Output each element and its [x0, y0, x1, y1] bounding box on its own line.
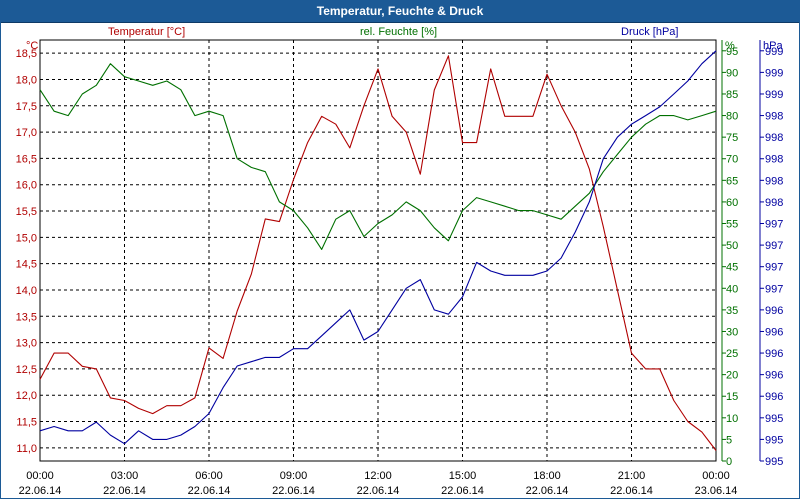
pressure-tick-label: 998: [765, 197, 783, 209]
axis-labels: °C Temperatur [°C] rel. Feuchte [%] Druc…: [26, 26, 783, 52]
humidity-tick-label: 85: [726, 89, 738, 101]
temperature-tick-label: 12,0: [16, 390, 37, 402]
temperature-tick-label: 15,5: [16, 206, 37, 218]
pressure-tick-label: 995: [765, 456, 783, 468]
humidity-tick-label: 10: [726, 413, 738, 425]
pressure-tick-label: 996: [765, 326, 783, 338]
x-tick-time: 21:00: [618, 470, 646, 482]
temperature-tick-label: 13,0: [16, 338, 37, 350]
temperature-series-line: [39, 55, 717, 451]
pressure-tick-label: 997: [765, 262, 783, 274]
pressure-tick-label: 997: [765, 283, 783, 295]
pressure-ticks: 995 995 995 996 996 996 996 996 997 997 997 997 998 9…: [760, 46, 783, 468]
pressure-tick-label: 998: [765, 132, 783, 144]
x-tick-date: 22.06.14: [441, 485, 484, 497]
pressure-tick-label: 998: [765, 111, 783, 123]
temperature-tick-label: 16,0: [16, 180, 37, 192]
humidity-unit: %: [725, 40, 735, 52]
humidity-axis-label: rel. Feuchte [%]: [360, 26, 437, 38]
humidity-tick-label: 50: [726, 240, 738, 252]
pressure-tick-label: 995: [765, 434, 783, 446]
temperature-tick-label: 11,5: [16, 417, 37, 429]
x-axis-ticks: 00:00 22.06.14 03:00 22.06.14 06:00 22.06.14 0…: [19, 470, 738, 497]
temperature-tick-label: 16,5: [16, 153, 37, 165]
x-tick-time: 09:00: [280, 470, 308, 482]
humidity-tick-label: 35: [726, 305, 738, 317]
pressure-tick-label: 999: [765, 46, 783, 58]
plot-border: [39, 39, 717, 462]
humidity-tick-label: 0: [726, 456, 732, 468]
pressure-tick-label: 996: [765, 370, 783, 382]
x-tick-date: 22.06.14: [526, 485, 569, 497]
x-tick-date: 22.06.14: [188, 485, 231, 497]
humidity-tick-label: 60: [726, 197, 738, 209]
humidity-tick-label: 55: [726, 219, 738, 231]
temperature-tick-label: 14,5: [16, 259, 37, 271]
grid: [40, 40, 716, 461]
x-tick-date: 22.06.14: [610, 485, 653, 497]
humidity-tick-label: 40: [726, 283, 738, 295]
humidity-tick-label: 45: [726, 262, 738, 274]
humidity-tick-label: 30: [726, 326, 738, 338]
title-bar: Temperatur, Feuchte & Druck: [0, 0, 800, 23]
pressure-tick-label: 996: [765, 305, 783, 317]
humidity-tick-label: 80: [726, 111, 738, 123]
humidity-tick-label: 20: [726, 370, 738, 382]
x-tick-time: 15:00: [449, 470, 477, 482]
pressure-unit: hPa: [763, 40, 783, 52]
humidity-tick-label: 95: [726, 46, 738, 58]
x-tick-date: 22.06.14: [103, 485, 146, 497]
humidity-tick-label: 70: [726, 154, 738, 166]
x-tick-time: 12:00: [364, 470, 392, 482]
pressure-axis-label: Druck [hPa]: [621, 26, 678, 38]
x-tick-time: 00:00: [26, 470, 54, 482]
temperature-unit: °C: [26, 40, 38, 52]
humidity-series-line: [39, 63, 717, 250]
series-lines: [39, 50, 717, 451]
pressure-tick-label: 999: [765, 67, 783, 79]
x-tick-date: 22.06.14: [357, 485, 400, 497]
pressure-tick-label: 999: [765, 89, 783, 101]
temperature-tick-label: 15,0: [16, 232, 37, 244]
x-tick-time: 18:00: [533, 470, 561, 482]
temperature-tick-label: 14,0: [16, 285, 37, 297]
humidity-tick-label: 75: [726, 132, 738, 144]
humidity-ticks: 0 5 10 15 20 25 30 35 40 45 50 55 60 65 70 75 80 85 90 95: [722, 46, 738, 468]
pressure-tick-label: 995: [765, 413, 783, 425]
temperature-ticks: 11,0 11,5 12,0 12,5 13,0 13,5 14,0 14,5 15,0 15,5…: [16, 48, 37, 455]
temperature-tick-label: 11,0: [16, 443, 37, 455]
pressure-tick-label: 997: [765, 240, 783, 252]
humidity-tick-label: 25: [726, 348, 738, 360]
pressure-tick-label: 996: [765, 391, 783, 403]
pressure-tick-label: 998: [765, 175, 783, 187]
pressure-tick-label: 997: [765, 219, 783, 231]
x-tick-time: 00:00: [702, 470, 730, 482]
temperature-axis-label: Temperatur [°C]: [108, 26, 185, 38]
x-tick-date: 22.06.14: [272, 485, 315, 497]
x-tick-date: 22.06.14: [19, 485, 62, 497]
x-tick-time: 03:00: [111, 470, 139, 482]
temperature-tick-label: 17,0: [16, 127, 37, 139]
humidity-tick-label: 90: [726, 67, 738, 79]
humidity-tick-label: 15: [726, 391, 738, 403]
temperature-tick-label: 13,5: [16, 311, 37, 323]
temperature-tick-label: 17,5: [16, 101, 37, 113]
pressure-tick-label: 996: [765, 348, 783, 360]
x-tick-time: 06:00: [195, 470, 223, 482]
pressure-series-line: [39, 50, 717, 445]
humidity-tick-label: 65: [726, 175, 738, 187]
pressure-tick-label: 998: [765, 154, 783, 166]
x-tick-date: 23.06.14: [695, 485, 738, 497]
chart-title: Temperatur, Feuchte & Druck: [316, 4, 484, 18]
temperature-tick-label: 12,5: [16, 364, 37, 376]
humidity-tick-label: 5: [726, 434, 732, 446]
temperature-tick-label: 18,0: [16, 74, 37, 86]
temperature-tick-label: 18,5: [16, 48, 37, 60]
